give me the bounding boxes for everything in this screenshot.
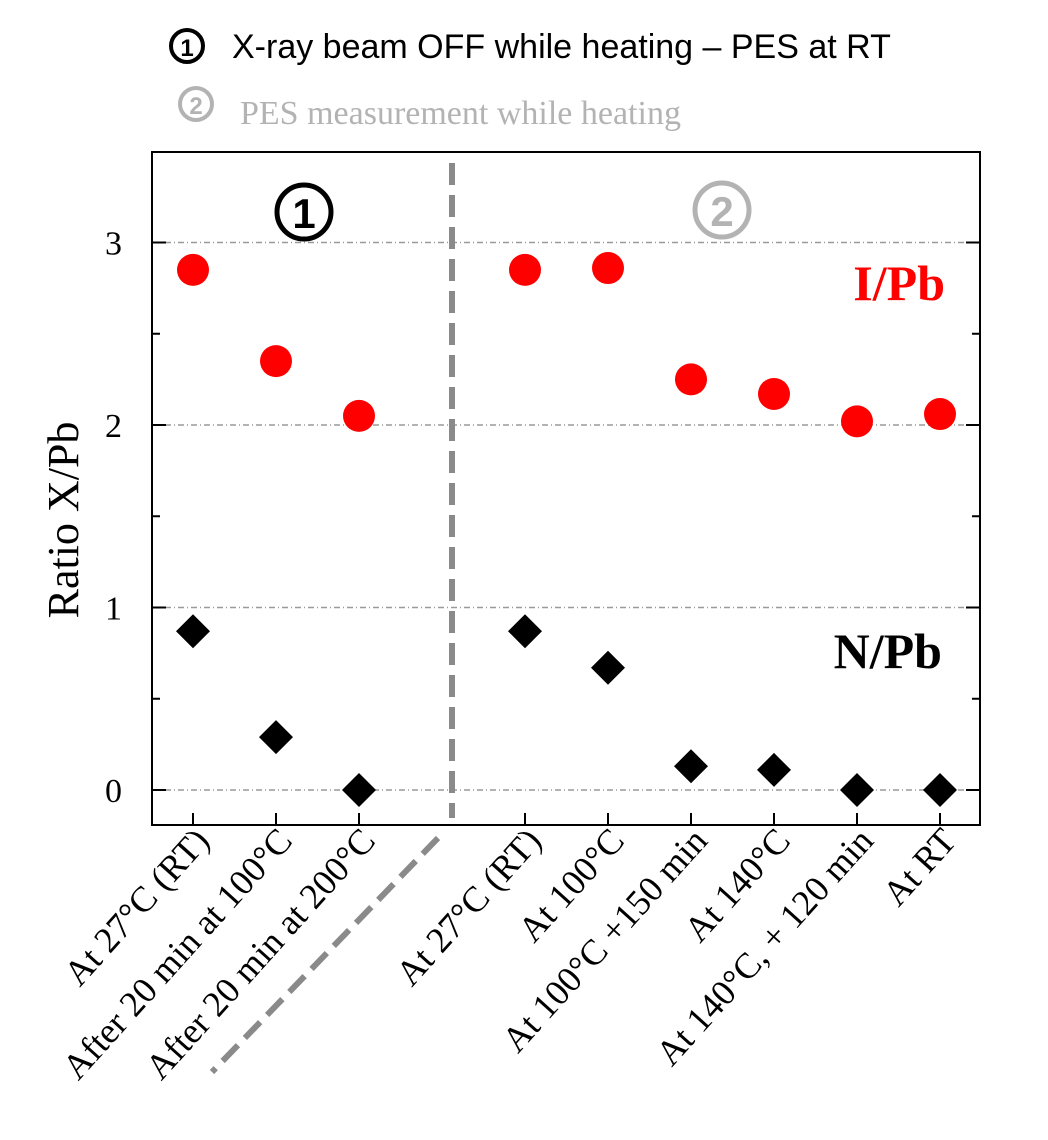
y-tick-label: 2 bbox=[105, 408, 122, 445]
panel-marker-2-label: 2 bbox=[710, 188, 733, 235]
panel-divider-extension bbox=[209, 835, 441, 1075]
point-n-pb-6 bbox=[757, 752, 791, 787]
point-n-pb-1 bbox=[259, 720, 293, 755]
y-tick-label: 3 bbox=[105, 226, 122, 263]
point-i-pb-2 bbox=[343, 399, 375, 432]
legend-item-1: 1 X-ray beam OFF while heating – PES at … bbox=[169, 28, 891, 66]
series-label-i-pb: I/Pb bbox=[853, 255, 945, 311]
point-i-pb-5 bbox=[675, 363, 707, 396]
legend-marker-2-label: 2 bbox=[189, 93, 202, 120]
point-n-pb-3 bbox=[508, 614, 542, 649]
point-n-pb-7 bbox=[840, 773, 874, 807]
series-label-n-pb: N/Pb bbox=[834, 623, 942, 679]
point-i-pb-4 bbox=[592, 252, 624, 285]
y-tick-label: 1 bbox=[105, 591, 122, 628]
data-marks bbox=[176, 252, 957, 807]
point-i-pb-6 bbox=[758, 377, 790, 410]
legend-label-2: PES measurement while heating bbox=[240, 95, 681, 132]
panel-marker-2: 2 bbox=[692, 180, 752, 240]
point-n-pb-5 bbox=[674, 749, 708, 784]
panel-marker-1: 1 bbox=[274, 182, 334, 242]
legend-marker-1-label: 1 bbox=[180, 35, 193, 62]
point-i-pb-1 bbox=[260, 345, 292, 378]
point-n-pb-2 bbox=[342, 773, 376, 807]
point-i-pb-7 bbox=[841, 405, 873, 438]
legend-item-2: 2 PES measurement while heating bbox=[178, 86, 681, 132]
legend-label-1: X-ray beam OFF while heating – PES at RT bbox=[232, 28, 891, 66]
gridlines bbox=[152, 241, 980, 791]
axis-ticks bbox=[152, 241, 980, 825]
panel-marker-1-label: 1 bbox=[292, 190, 315, 237]
y-tick-labels: 0 1 2 3 bbox=[105, 226, 122, 811]
panel-marker-2-ring bbox=[692, 180, 752, 240]
point-i-pb-0 bbox=[177, 253, 209, 286]
legend: 1 X-ray beam OFF while heating – PES at … bbox=[169, 28, 891, 132]
y-axis-label: Ratio X/Pb bbox=[39, 422, 88, 619]
point-i-pb-3 bbox=[509, 253, 541, 286]
y-tick-label: 0 bbox=[105, 773, 122, 810]
legend-marker-2-ring bbox=[178, 86, 214, 122]
point-n-pb-0 bbox=[176, 614, 210, 649]
x-tick-label: At RT bbox=[875, 821, 964, 914]
plot-frame bbox=[151, 151, 981, 826]
legend-marker-1-ring bbox=[169, 28, 205, 64]
point-n-pb-8 bbox=[923, 773, 957, 807]
panel-marker-1-ring bbox=[274, 182, 334, 242]
point-i-pb-8 bbox=[924, 398, 956, 431]
point-n-pb-4 bbox=[591, 650, 625, 685]
